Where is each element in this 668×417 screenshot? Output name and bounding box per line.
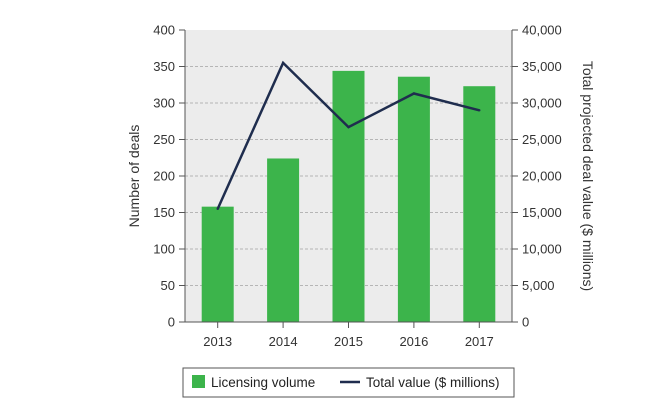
y-axis-title: Number of deals: [126, 125, 142, 228]
legend-bar-swatch: [192, 375, 205, 388]
x-tick-label: 2016: [399, 334, 428, 349]
y-tick-label: 0: [168, 315, 175, 330]
y2-axis-title: Total projected deal value ($ millions): [580, 61, 596, 291]
bar-2013: [201, 206, 234, 322]
axes: [179, 29, 518, 328]
legend-bar-label: Licensing volume: [211, 375, 315, 390]
y-tick-label: 100: [153, 242, 175, 257]
y-tick-label: 300: [153, 96, 175, 111]
bar-2015: [332, 70, 365, 322]
bar-2014: [267, 158, 300, 322]
x-tick-label: 2017: [465, 334, 494, 349]
x-tick-label: 2014: [269, 334, 298, 349]
line-series: [216, 60, 481, 211]
y-tick-label: 350: [153, 59, 175, 74]
bar-2017: [463, 86, 496, 323]
legend-line-label: Total value ($ millions): [366, 375, 500, 390]
y-tick-label: 200: [153, 169, 175, 184]
y2-tick-label: 40,000: [522, 23, 562, 38]
y-tick-label: 400: [153, 23, 175, 38]
line-point-2014: [281, 61, 285, 65]
line-point-2016: [412, 92, 416, 95]
y-tick-label: 150: [153, 205, 175, 220]
y-tick-label: 250: [153, 132, 175, 147]
y2-tick-label: 25,000: [522, 132, 562, 147]
y2-tick-label: 0: [522, 315, 529, 330]
y2-tick-label: 5,000: [522, 278, 555, 293]
y2-tick-label: 35,000: [522, 59, 562, 74]
y-tick-labels: 0 50 100 150 200 250 300 350 400: [153, 23, 175, 330]
y2-tick-labels: 0 5,000 10,000 15,000 20,000 25,000 30,000 35,0…: [522, 23, 562, 330]
x-tick-label: 2015: [334, 334, 363, 349]
bar-series: [201, 70, 496, 323]
line-point-2017: [478, 109, 481, 112]
y2-tick-label: 30,000: [522, 96, 562, 111]
legend: Licensing volume Total value ($ millions…: [182, 367, 515, 398]
y2-tick-label: 20,000: [522, 169, 562, 184]
x-tick-labels: 2013 2014 2015 2016 2017: [203, 334, 494, 349]
y2-tick-label: 15,000: [522, 205, 562, 220]
y-tick-label: 50: [161, 278, 175, 293]
line-point-2015: [347, 125, 350, 129]
x-tick-label: 2013: [203, 334, 232, 349]
y2-tick-label: 10,000: [522, 242, 562, 257]
gridlines: [185, 66, 512, 286]
line-point-2013: [216, 207, 219, 211]
bar-2016: [397, 76, 430, 322]
